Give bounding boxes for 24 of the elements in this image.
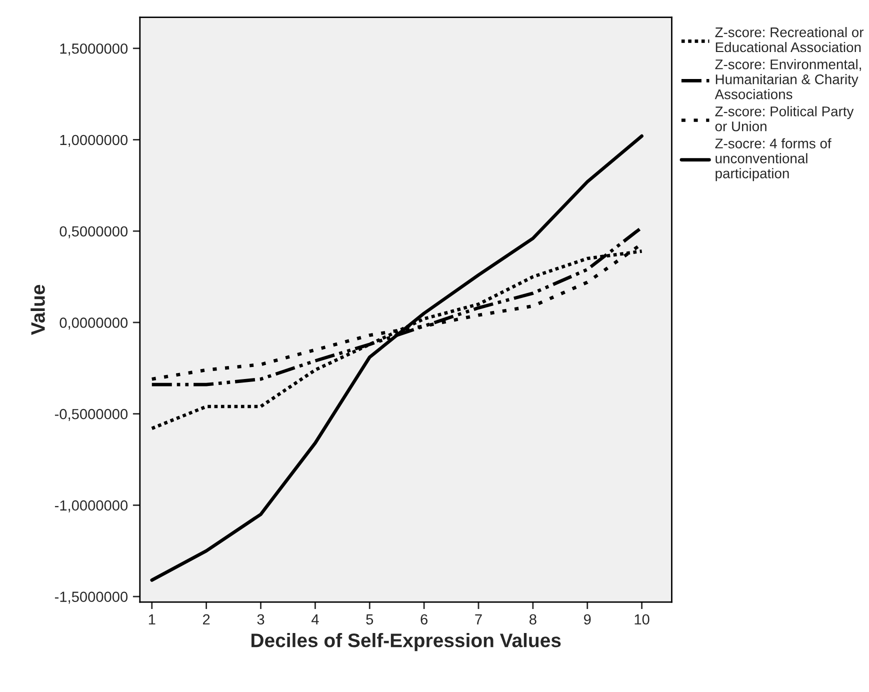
y-tick-label: 0,5000000 [60,226,128,238]
x-tick-label: 4 [311,614,319,624]
y-tick-label: -0,5000000 [54,408,128,421]
y-tick-label: -1,5000000 [54,592,128,604]
x-axis-title: Deciles of Self-Expression Values [252,632,561,652]
x-tick-label: 8 [530,614,536,625]
legend-label: Z-score: Recreational or Educational Association [715,27,864,52]
legend-label: Z-score: Environmental, Humanitarian & Charity Associations [714,59,861,100]
y-tick-label: 0,0000000 [60,318,128,330]
x-tick-label: 7 [475,614,482,624]
x-tick-label: 2 [203,614,210,624]
y-tick-label: -1,0000000 [54,500,128,512]
line-series [150,134,644,582]
x-tick-label: 10 [634,614,650,625]
y-axis-title: Value [30,284,45,335]
y-tick-label: 1,5000000 [60,43,128,56]
legend-label: Z-socre: 4 forms of unconventional participation [715,138,832,182]
x-tick-label: 9 [584,614,591,625]
x-tick-label: 3 [257,614,264,625]
x-tick-label: 1 [148,614,156,624]
legend-label: Z-score: Political Party or Union [715,106,854,132]
x-tick-label: 6 [420,614,428,625]
y-tick-label: 1,0000000 [60,134,128,147]
x-tick-label: 5 [366,614,374,625]
